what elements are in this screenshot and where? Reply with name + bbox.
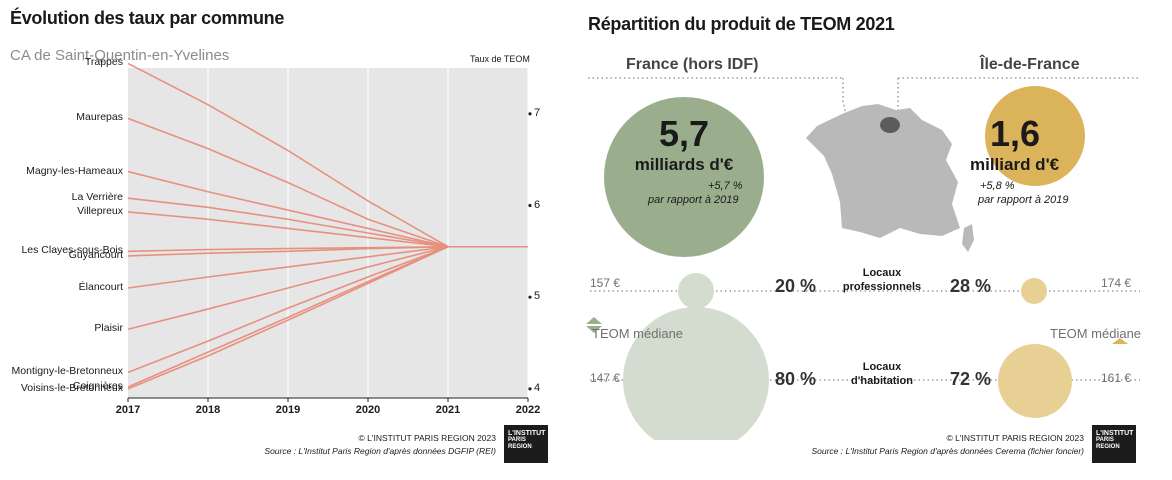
france-pro-share: 20 % [775,276,817,296]
commune-label: Plaisir [94,322,123,335]
idf-growth: +5,8 % [980,180,1015,192]
right-chart-title: Répartition du produit de TEOM 2021 [588,14,895,34]
y-tick-label: 6 [534,198,541,211]
idf-growth-note: par rapport à 2019 [978,194,1069,206]
idf-total-circle [985,86,1085,186]
institut-logo-right: L'INSTITUT PARIS REGION [1092,425,1136,463]
france-teom-median-label: TEOM médiane [592,326,684,341]
commune-label: Coignières [72,380,123,392]
france-hab-bubble [623,307,769,440]
x-tick-label: 2019 [275,404,301,416]
commune-label: Élancourt [78,281,123,293]
france-total-value: 5,7 [658,113,710,154]
idf-median-marker-icon [1112,338,1128,344]
y-tick-dot-7 [528,112,532,116]
commune-label: La Verrière [71,191,123,204]
pro-category-label-1: Locaux [862,267,902,279]
left-source: Source : L'Institut Paris Region d'après… [264,446,496,456]
france-pro-bubble [678,273,714,309]
france-map-pointer [842,78,847,115]
idf-pro-share: 28 % [950,276,992,296]
series-line-11 [127,245,528,390]
x-tick-label: 2018 [195,404,221,416]
y-tick-label: 7 [534,106,541,119]
france-label: France (hors IDF) [626,56,759,73]
institut-logo-left: L'INSTITUT PARIS REGION [504,425,548,463]
commune-label: Villepreux [77,204,123,217]
idf-hab-share: 72 % [950,369,992,389]
commune-label: Maurepas [76,111,123,124]
france-hab-median: 147 € [590,371,621,385]
commune-label: Trappes [84,56,123,69]
line-chart [127,62,532,402]
x-tick-label: 2021 [435,404,461,416]
y-tick-label: 5 [534,290,541,303]
commune-label: Guyancourt [68,248,123,261]
france-total-unit: milliards d'€ [634,155,734,174]
france-pro-median: 157 € [590,276,621,290]
bubble-graphic [586,77,1140,440]
france-hab-share: 80 % [775,369,817,389]
idf-total-unit: milliard d'€ [970,155,1060,174]
commune-label: Magny-les-Hameaux [26,164,123,177]
x-tick-label: 2022 [515,404,541,416]
idf-hab-median: 161 € [1101,371,1132,385]
idf-pro-bubble [1021,278,1047,304]
right-copyright: © L'INSTITUT PARIS REGION 2023 [946,433,1084,443]
hab-category-label-1: Locaux [862,361,902,373]
y-tick-dot-4 [528,387,532,391]
france-median-marker-icon-bottom [586,326,602,333]
x-tick-label: 2020 [355,404,381,416]
idf-teom-median-label: TEOM médiane [1050,326,1142,341]
left-copyright: © L'INSTITUT PARIS REGION 2023 [358,433,496,443]
left-chart-subtitle: CA de Saint-Quentin-en-Yvelines [10,47,230,64]
y-axis-title: Taux de TEOM [470,54,530,64]
france-median-marker-icon [586,317,602,324]
hab-category-label-2: d'habitation [851,375,913,387]
x-tick-label: 2017 [115,404,141,416]
corsica-icon [962,224,974,252]
y-tick-dot-5 [528,295,532,299]
idf-hab-bubble [998,344,1072,418]
idf-label: Île-de-France [980,56,1080,73]
commune-label: Voisins-le-Bretonneux [20,381,123,394]
pro-category-label-2: professionnels [842,281,922,293]
left-chart-title: Évolution des taux par commune [10,8,285,28]
right-source: Source : L'Institut Paris Region d'après… [811,446,1084,456]
commune-label: Montigny-le-Bretonneux [11,365,123,378]
y-tick-dot-6 [528,203,532,208]
y-tick-label: 4 [534,381,541,394]
france-map-icon [806,104,960,238]
france-growth-note: par rapport à 2019 [648,194,739,206]
france-growth: +5,7 % [708,180,743,192]
commune-label: Les Clayes-sous-Bois [21,244,123,257]
ile-de-france-marker [880,117,900,133]
france-total-circle [604,97,764,257]
idf-pro-median: 174 € [1101,276,1132,290]
idf-total-value: 1,6 [989,113,1041,154]
